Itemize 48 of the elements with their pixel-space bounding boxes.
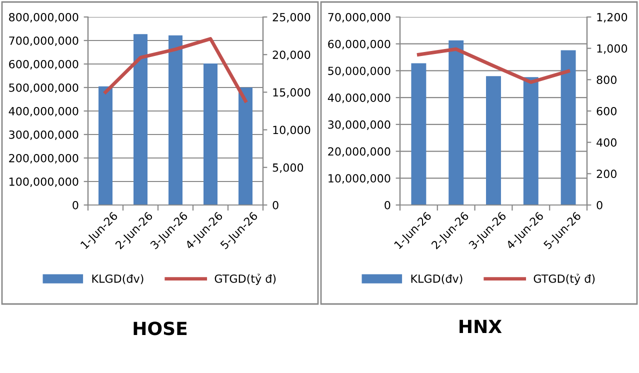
- bar: [204, 64, 218, 205]
- y2-tick-label: 10,000: [273, 126, 310, 136]
- legend-label: GTGD(tỷ đ): [214, 274, 276, 285]
- bar: [486, 76, 501, 205]
- y-tick-label: 600,000,000: [9, 60, 78, 70]
- bar: [98, 86, 112, 205]
- bar: [238, 88, 252, 205]
- y2-tick-label: 20,000: [272, 50, 310, 60]
- y2-tick-label: 25,000: [272, 12, 310, 23]
- y2-tick-label: 1,200: [597, 12, 628, 23]
- text: HNX: [460, 320, 502, 333]
- y-tick-label: 20,000,000: [328, 147, 390, 157]
- y-tick-label: 100,000,000: [10, 177, 78, 188]
- y-tick-label: 400,000,000: [8, 106, 78, 117]
- y2-tick-label: 800: [596, 76, 616, 84]
- bar: [523, 77, 538, 205]
- line-series: [416, 47, 570, 84]
- legend-label: KLGD(đv): [411, 274, 462, 284]
- y-tick-label: 700,000,000: [9, 36, 78, 46]
- y-tick-label: 0: [384, 200, 390, 210]
- y-tick-label: 10,000,000: [328, 174, 390, 184]
- y-tick-label: 500,000,000: [9, 83, 78, 94]
- y-tick-label: 30,000,000: [328, 120, 390, 130]
- bar: [134, 34, 148, 205]
- y2-tick-label: 200: [596, 170, 616, 178]
- bar: [560, 50, 576, 205]
- y-tick-label: 800,000,000: [9, 12, 78, 23]
- y2-tick-label: 0: [272, 200, 278, 210]
- y-tick-label: 50,000,000: [328, 66, 390, 76]
- line-series: [104, 37, 248, 103]
- y-tick-label: 40,000,000: [328, 94, 390, 104]
- y-tick-label: 60,000,000: [328, 40, 390, 50]
- y2-tick-label: 15,000: [273, 88, 310, 98]
- y2-tick-label: 1,000: [597, 44, 628, 54]
- y-tick-label: 200,000,000: [9, 154, 78, 164]
- text: HOSE: [134, 322, 187, 336]
- legend-label: KLGD(đv): [92, 274, 144, 284]
- bar: [411, 63, 426, 205]
- y2-tick-label: 600: [596, 106, 616, 116]
- y2-tick-label: 0: [596, 200, 602, 210]
- y-tick-label: 300,000,000: [9, 130, 78, 140]
- bar: [168, 35, 182, 205]
- legend-label: GTGD(tỷ đ): [534, 274, 595, 285]
- y2-tick-label: 400: [596, 138, 616, 147]
- y-tick-label: 70,000,000: [328, 12, 390, 23]
- y2-tick-label: 5,000: [272, 163, 304, 173]
- y-tick-label: 0: [72, 200, 78, 210]
- bar: [448, 40, 464, 205]
